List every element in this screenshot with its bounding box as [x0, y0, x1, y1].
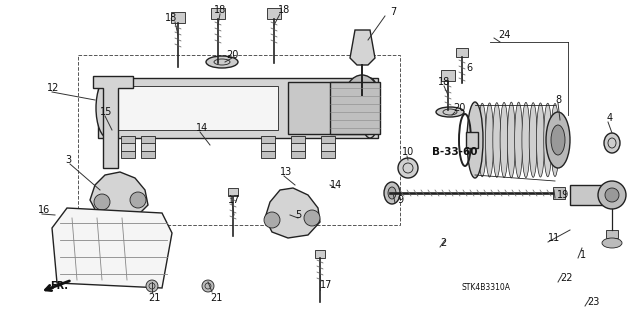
Bar [315, 250, 325, 257]
Polygon shape [52, 208, 172, 288]
Ellipse shape [130, 192, 146, 208]
Text: 21: 21 [148, 293, 161, 303]
Ellipse shape [493, 103, 501, 177]
Ellipse shape [486, 103, 493, 177]
Text: 24: 24 [498, 30, 510, 40]
Ellipse shape [500, 102, 508, 178]
Text: 21: 21 [210, 293, 222, 303]
Ellipse shape [96, 78, 120, 138]
Polygon shape [90, 172, 148, 222]
Bar [321, 143, 335, 151]
Bar [78, 55, 400, 225]
Bar [570, 185, 605, 205]
Circle shape [146, 280, 158, 292]
Ellipse shape [536, 103, 545, 177]
Bar [606, 230, 618, 238]
Text: 23: 23 [587, 297, 600, 307]
Bar [291, 143, 305, 151]
Bar [288, 82, 368, 134]
Circle shape [598, 181, 626, 209]
Text: 8: 8 [555, 95, 561, 105]
Bar [466, 132, 478, 148]
Ellipse shape [264, 212, 280, 228]
Ellipse shape [544, 103, 552, 177]
Text: 15: 15 [100, 107, 113, 117]
Text: 5: 5 [295, 210, 301, 220]
Bar [211, 8, 225, 19]
Ellipse shape [384, 182, 400, 204]
Text: STK4B3310A: STK4B3310A [462, 284, 511, 293]
Bar [441, 70, 455, 80]
Text: 14: 14 [196, 123, 208, 133]
Bar [121, 136, 135, 158]
Bar [141, 136, 155, 158]
Circle shape [605, 188, 619, 202]
Text: FR.: FR. [50, 281, 68, 291]
Text: 2: 2 [440, 238, 446, 248]
Text: 17: 17 [228, 195, 241, 205]
Bar [121, 143, 135, 151]
Polygon shape [93, 76, 133, 168]
Ellipse shape [398, 158, 418, 178]
Circle shape [202, 280, 214, 292]
Text: 7: 7 [390, 7, 396, 17]
Ellipse shape [206, 56, 238, 68]
Text: 20: 20 [453, 103, 465, 113]
Text: 12: 12 [47, 83, 60, 93]
Ellipse shape [529, 103, 537, 177]
Ellipse shape [344, 75, 380, 125]
Ellipse shape [515, 102, 523, 178]
Ellipse shape [546, 112, 570, 168]
Text: 18: 18 [438, 77, 451, 87]
Bar [98, 78, 378, 138]
Text: 11: 11 [548, 233, 560, 243]
Text: 6: 6 [466, 63, 472, 73]
Ellipse shape [467, 102, 483, 178]
Bar [553, 187, 565, 199]
Bar [228, 188, 238, 196]
Ellipse shape [551, 103, 559, 176]
Text: 17: 17 [320, 280, 332, 290]
Text: 9: 9 [397, 195, 403, 205]
Bar [330, 82, 380, 134]
Ellipse shape [604, 133, 620, 153]
Bar [267, 8, 281, 19]
Ellipse shape [478, 103, 486, 177]
Text: B-33-60: B-33-60 [432, 147, 477, 157]
Ellipse shape [360, 78, 380, 138]
Text: 22: 22 [560, 273, 573, 283]
Polygon shape [350, 30, 375, 65]
Ellipse shape [522, 102, 530, 178]
Bar [261, 136, 275, 158]
Text: 13: 13 [280, 167, 292, 177]
Text: 20: 20 [226, 50, 238, 60]
Bar [141, 143, 155, 151]
Text: 14: 14 [330, 180, 342, 190]
Ellipse shape [551, 125, 565, 155]
Text: 18: 18 [165, 13, 177, 23]
Ellipse shape [602, 238, 622, 248]
Ellipse shape [94, 194, 110, 210]
Text: 3: 3 [65, 155, 71, 165]
Ellipse shape [388, 187, 396, 199]
Bar [171, 12, 185, 23]
Ellipse shape [436, 107, 464, 117]
Bar [118, 86, 278, 130]
Text: 4: 4 [607, 113, 613, 123]
Bar [456, 48, 468, 57]
Polygon shape [265, 188, 320, 238]
Ellipse shape [508, 102, 515, 178]
Bar [321, 136, 335, 158]
Text: 18: 18 [278, 5, 291, 15]
Text: 1: 1 [580, 250, 586, 260]
Text: 16: 16 [38, 205, 51, 215]
Text: 19: 19 [557, 190, 569, 200]
Text: 10: 10 [402, 147, 414, 157]
Bar [261, 143, 275, 151]
Text: 18: 18 [214, 5, 227, 15]
Bar [291, 136, 305, 158]
Ellipse shape [352, 85, 372, 115]
Ellipse shape [471, 103, 479, 176]
Ellipse shape [304, 210, 320, 226]
